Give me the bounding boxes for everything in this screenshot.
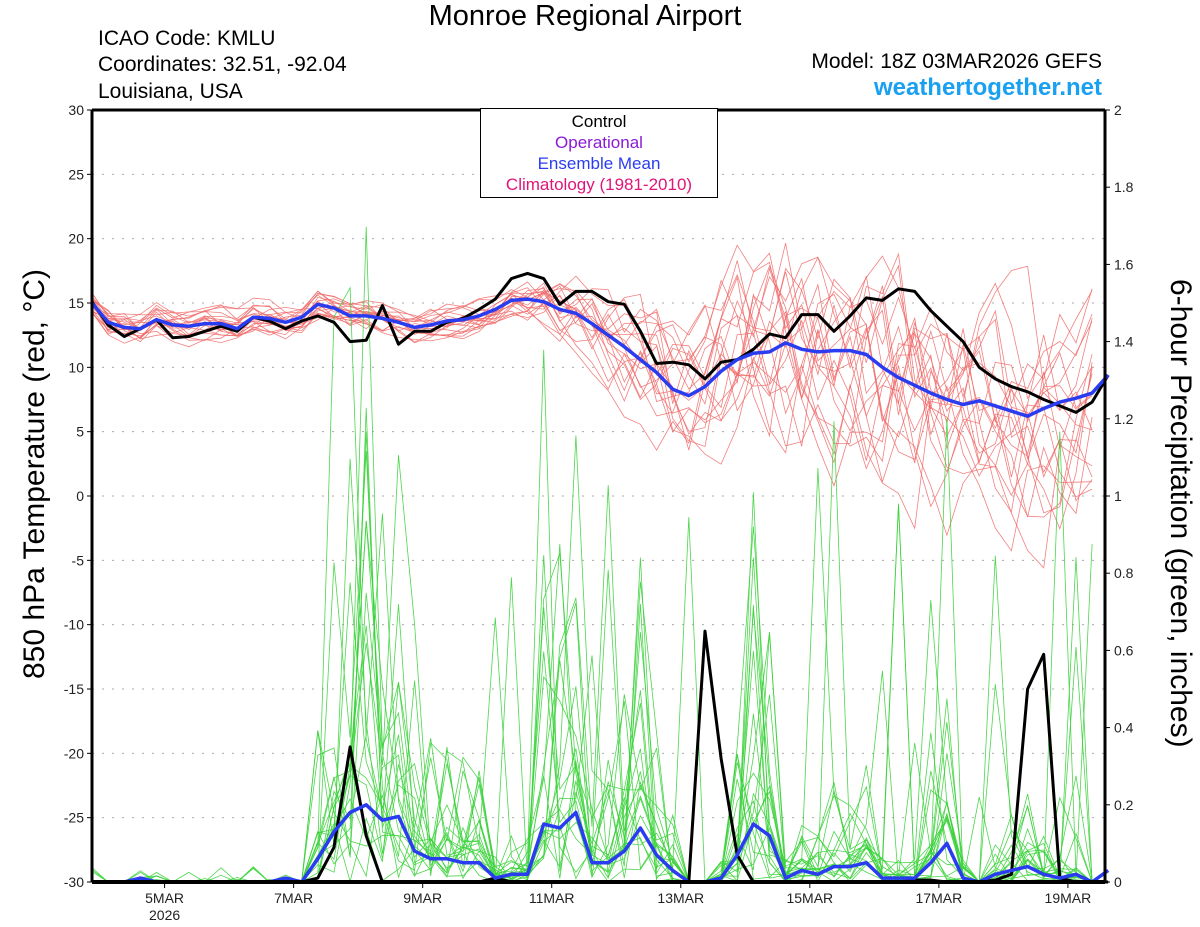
x-tick-label: 17MAR: [916, 890, 963, 906]
y-tick-label-left: -20: [64, 745, 84, 761]
x-tick-label: 15MAR: [786, 890, 833, 906]
y-tick-label-right: 0.2: [1114, 797, 1134, 813]
x-tick-label: 19MAR: [1045, 890, 1092, 906]
y-tick-label-right: 1.6: [1114, 256, 1134, 272]
ensemble-member-precip-line: [92, 557, 1093, 883]
axes: 302520151050-5-10-15-20-25-3021.81.61.41…: [64, 102, 1134, 923]
y-tick-label-right: 1.2: [1114, 411, 1134, 427]
x-tick-sublabel: 2026: [149, 907, 180, 923]
grid: [92, 173, 1105, 819]
x-tick-label: 11MAR: [529, 890, 575, 906]
ensemble-member-temp-line: [91, 282, 1093, 438]
ensemble-member-temp-line: [91, 261, 1093, 498]
y-tick-label-left: -30: [64, 874, 84, 890]
y-tick-label-left: 25: [68, 166, 84, 182]
legend-control: Control: [571, 112, 627, 131]
site-link[interactable]: weathertogether.net: [873, 74, 1102, 101]
ensemble-member-temp-line: [91, 256, 1093, 552]
ensemble-member-precip-line: [91, 421, 1093, 883]
legend-climatology: Climatology (1981-2010): [505, 175, 693, 194]
x-tick-label: 5MAR: [145, 890, 184, 906]
y-tick-label-left: -5: [72, 552, 85, 568]
y-tick-label-right: 1.8: [1114, 179, 1134, 195]
ensemble-member-temp-line: [91, 273, 1093, 461]
y-tick-label-right: 1: [1114, 488, 1122, 504]
y-tick-label-left: 0: [76, 488, 84, 504]
ensemble-member-temp-line: [91, 244, 1093, 518]
ensemble-member-precip-line: [92, 349, 1093, 883]
ensemble-member-temp-line: [91, 252, 1093, 477]
coordinates: Coordinates: 32.51, -92.04: [98, 53, 347, 76]
y-tick-label-left: 5: [76, 424, 84, 440]
y-tick-label-right: 0.4: [1114, 720, 1134, 736]
legend: Control Operational Ensemble Mean Climat…: [480, 108, 718, 198]
ensemble-member-temp-line: [91, 290, 1093, 537]
y-tick-label-left: -15: [64, 681, 84, 697]
ensemble-members-temperature: [91, 243, 1093, 569]
y-tick-label-left: 15: [68, 295, 84, 311]
ensemble-member-precip-line: [92, 407, 1093, 883]
chart-title: Monroe Regional Airport: [428, 0, 742, 32]
ensemble-member-temp-line: [91, 279, 1093, 531]
legend-ensemble-mean: Ensemble Mean: [537, 154, 661, 173]
x-tick-label: 13MAR: [657, 890, 704, 906]
y-tick-label-right: 0: [1114, 874, 1122, 890]
legend-operational: Operational: [555, 133, 643, 152]
x-tick-label: 9MAR: [403, 890, 442, 906]
x-tick-label: 7MAR: [274, 890, 313, 906]
y-tick-label-left: 20: [68, 231, 84, 247]
ensemble-member-precip-line: [92, 418, 1093, 883]
ensemble-member-temp-line: [91, 288, 1093, 508]
y-tick-label-right: 0.8: [1114, 565, 1134, 581]
icao-code: ICAO Code: KMLU: [98, 27, 276, 50]
y-tick-label-right: 1.4: [1114, 334, 1134, 350]
ensemble-member-precip-line: [92, 581, 1093, 883]
y-tick-label-left: 10: [68, 359, 84, 375]
control-temp-line: [90, 271, 1110, 414]
y-tick-label-left: 30: [68, 102, 84, 118]
y-tick-label-right: 2: [1114, 102, 1122, 118]
model-run: Model: 18Z 03MAR2026 GEFS: [811, 50, 1102, 73]
ensemble-member-temp-line: [91, 243, 1093, 569]
y-tick-label-left: -10: [64, 617, 84, 633]
location: Louisiana, USA: [98, 80, 243, 103]
ensemble-member-temp-line: [91, 267, 1093, 468]
y-tick-label-right: 0.6: [1114, 642, 1134, 658]
y-tick-label-left: -25: [64, 810, 84, 826]
ensemble-mean-temp-line: [90, 297, 1110, 418]
